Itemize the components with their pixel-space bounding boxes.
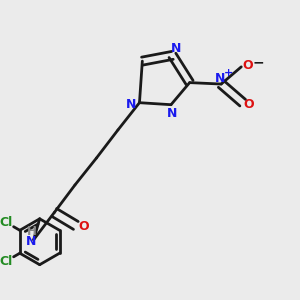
Text: N: N (171, 42, 181, 55)
Text: O: O (242, 59, 253, 73)
Text: O: O (244, 98, 254, 111)
Text: Cl: Cl (0, 255, 13, 268)
Text: +: + (224, 68, 233, 78)
Text: H: H (26, 225, 36, 238)
Text: Cl: Cl (0, 216, 13, 229)
Text: N: N (214, 72, 225, 86)
Text: N: N (167, 107, 178, 120)
Text: N: N (126, 98, 136, 111)
Text: O: O (79, 220, 89, 233)
Text: −: − (252, 56, 264, 70)
Text: N: N (26, 235, 37, 248)
